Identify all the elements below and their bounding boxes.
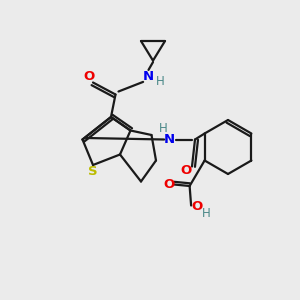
Text: O: O bbox=[180, 164, 192, 178]
Text: O: O bbox=[191, 200, 202, 214]
Text: H: H bbox=[202, 207, 211, 220]
Text: O: O bbox=[84, 70, 95, 83]
Text: N: N bbox=[164, 133, 175, 146]
Text: S: S bbox=[88, 165, 98, 178]
Text: H: H bbox=[158, 122, 167, 135]
Text: O: O bbox=[163, 178, 174, 191]
Text: N: N bbox=[143, 70, 154, 83]
Text: H: H bbox=[155, 75, 164, 88]
